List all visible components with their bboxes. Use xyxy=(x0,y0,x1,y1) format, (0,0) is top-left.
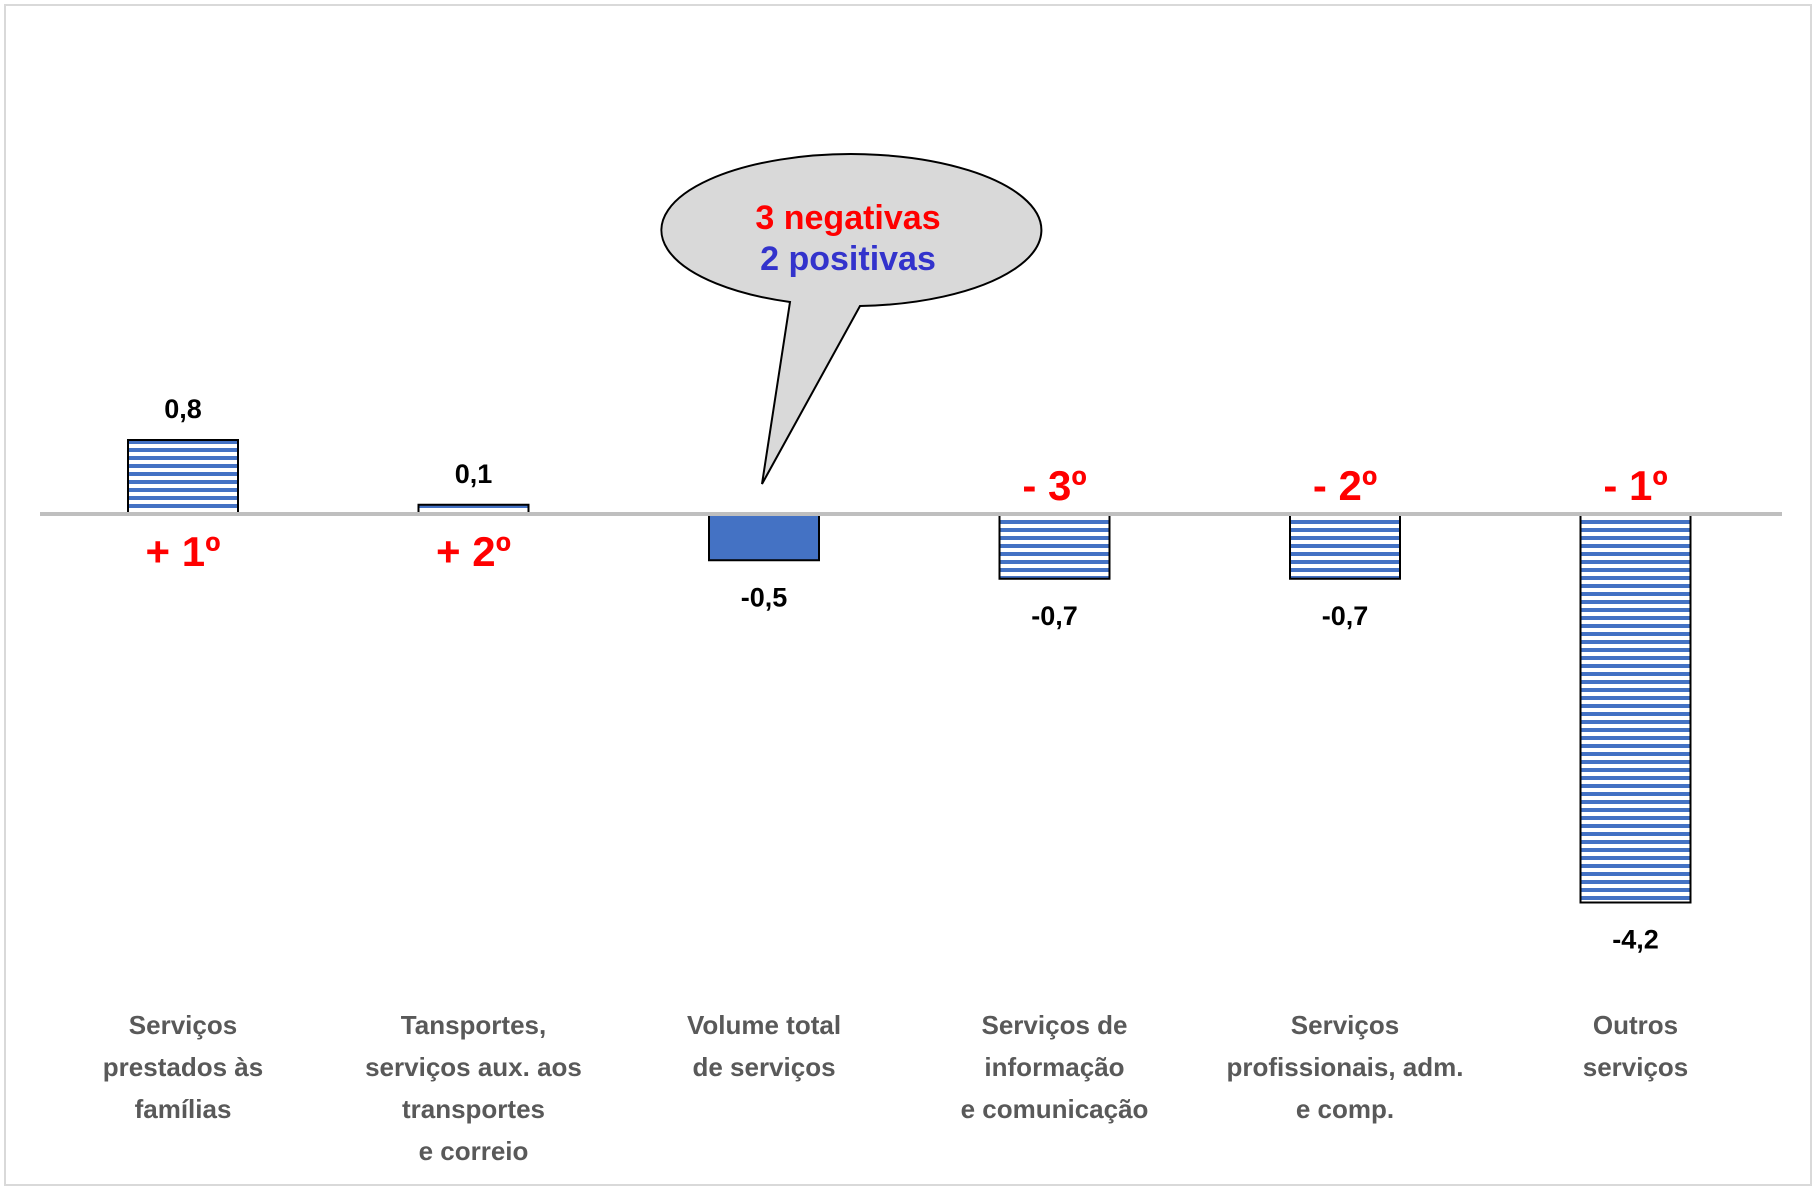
rank-label-0: + 1º xyxy=(146,528,221,575)
category-label-5: Outros serviços xyxy=(1583,1010,1689,1082)
bar-5 xyxy=(1579,513,1692,904)
callout-shape xyxy=(660,153,1043,485)
value-label-2: -0,5 xyxy=(741,582,788,612)
category-label-0: Serviços prestados às famílias xyxy=(103,1010,263,1124)
bar-2 xyxy=(708,513,820,562)
bar-4 xyxy=(1289,513,1401,580)
value-label-1: 0,1 xyxy=(455,459,493,489)
rank-label-5: - 1º xyxy=(1603,462,1667,509)
rank-label-4: - 2º xyxy=(1313,462,1377,509)
rank-label-3: - 3º xyxy=(1022,462,1086,509)
value-label-3: -0,7 xyxy=(1031,601,1078,631)
category-label-3: Serviços de informação e comunicação xyxy=(961,1010,1149,1124)
bar-3 xyxy=(998,513,1111,580)
value-label-0: 0,8 xyxy=(164,394,202,424)
callout-positive-text: 2 positivas xyxy=(760,240,936,278)
category-label-4: Serviços profissionais, adm. e comp. xyxy=(1227,1010,1464,1124)
callout-negative-text: 3 negativas xyxy=(755,199,940,237)
bar-0 xyxy=(127,439,239,515)
category-label-2: Volume total de serviços xyxy=(687,1010,841,1082)
category-label-1: Tansportes, serviços aux. aos transportes e… xyxy=(365,1010,582,1166)
rank-label-1: + 2º xyxy=(436,528,511,575)
value-label-4: -0,7 xyxy=(1322,601,1369,631)
callout-bubble: 3 negativas 2 positivas xyxy=(660,153,1043,485)
value-label-5: -4,2 xyxy=(1612,925,1659,955)
